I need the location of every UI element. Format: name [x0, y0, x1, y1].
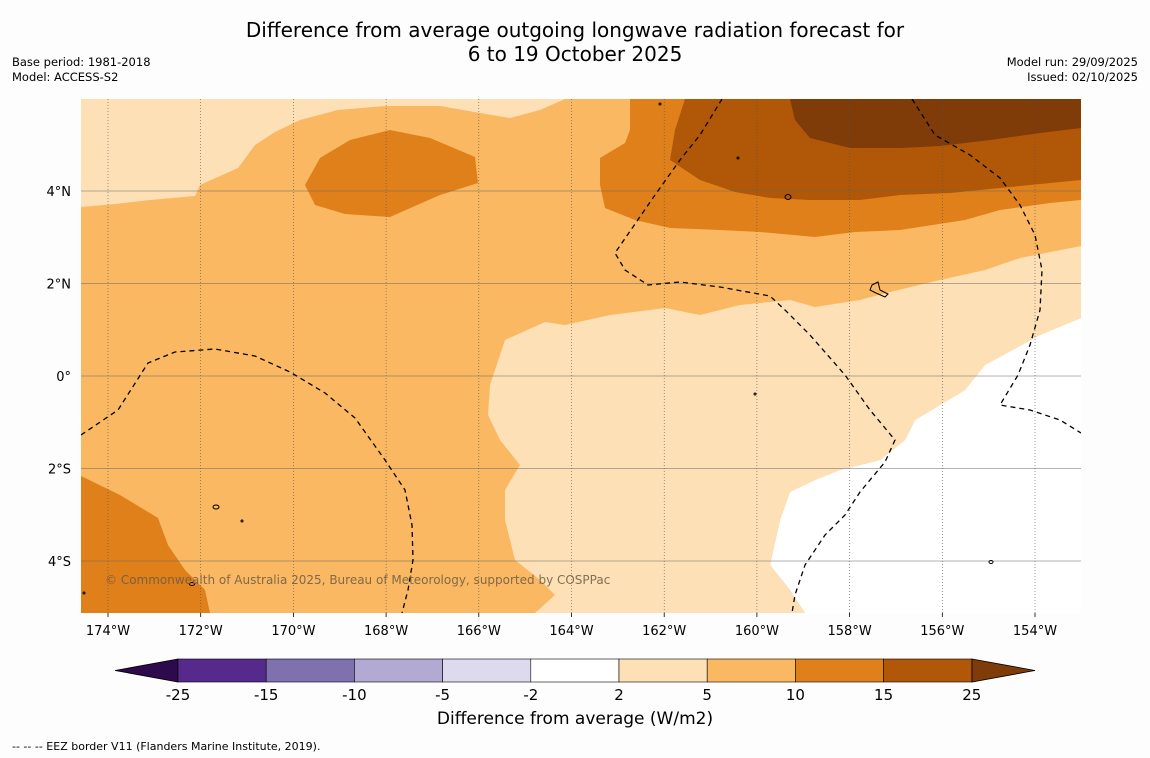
- colorbar-extend-high: [971, 658, 1036, 683]
- colorbar-tick-label: -10: [342, 686, 367, 704]
- latitude-labels: 4°N 2°N 0° 2°S 4°S: [47, 185, 72, 570]
- island-3: [240, 519, 244, 523]
- eez-footnote: -- -- -- EEZ border V11 (Flanders Marine…: [12, 740, 321, 753]
- fill-neutral: [770, 318, 1081, 613]
- eez-border-central: [614, 99, 896, 613]
- eez-borders: [81, 99, 1081, 613]
- title-line-1: Difference from average outgoing longwav…: [245, 18, 905, 42]
- fill-2-5-east: [488, 246, 1081, 613]
- fill-25-plus-ne: [790, 99, 1081, 148]
- eez-border-west: [81, 348, 414, 613]
- colorbar-label: Difference from average (W/m2): [436, 709, 714, 729]
- lat-tick-label: 0°: [56, 370, 71, 385]
- lat-tick-label: 4°S: [48, 555, 71, 570]
- colorbar-box: [265, 658, 355, 683]
- colorbar-tick-label: 25: [962, 686, 981, 704]
- colorbar: -25 -15 -10 -5 -2 2 5 10 15 25: [114, 658, 1036, 704]
- colorbar-box: [177, 658, 267, 683]
- island-2: [212, 504, 220, 510]
- colorbar-box: [442, 658, 532, 683]
- colorbar-tick-label: -15: [254, 686, 279, 704]
- colorbar-tick-label: -25: [166, 686, 191, 704]
- lon-tick-label: 158°W: [828, 624, 872, 639]
- lat-tick-label: 2°S: [48, 463, 71, 478]
- island-7: [988, 560, 994, 564]
- island-4: [736, 156, 740, 160]
- colorbar-box: [530, 658, 620, 683]
- copyright-text: © Commonwealth of Australia 2025, Bureau…: [105, 573, 610, 587]
- fill-10-15-sw: [81, 476, 210, 613]
- lon-tick-label: 156°W: [920, 624, 964, 639]
- colorbar-boxes: [177, 658, 973, 683]
- lon-tick-label: 160°W: [735, 624, 779, 639]
- colorbar-box: [618, 658, 708, 683]
- colorbar-tick-label: 5: [702, 686, 712, 704]
- meta-right: Model run: 29/09/2025 Issued: 02/10/2025: [1007, 55, 1138, 85]
- island-6: [753, 392, 757, 396]
- lon-tick-label: 170°W: [271, 624, 315, 639]
- colorbar-tick-label: -2: [523, 686, 538, 704]
- base-period: Base period: 1981-2018: [12, 55, 151, 69]
- colorbar-box: [883, 658, 973, 683]
- island-8: [189, 582, 195, 586]
- island-kiritimati: [869, 281, 889, 298]
- eez-border-east: [911, 99, 1081, 434]
- island-5: [658, 102, 662, 106]
- lat-tick-label: 4°N: [47, 185, 72, 200]
- model-name: Model: ACCESS-S2: [12, 70, 119, 84]
- colorbar-box: [706, 658, 796, 683]
- meta-left: Base period: 1981-2018 Model: ACCESS-S2: [12, 55, 151, 85]
- lon-tick-label: 164°W: [549, 624, 593, 639]
- colorbar-tick-label: 2: [614, 686, 624, 704]
- longitude-labels: 174°W 172°W 170°W 168°W 166°W 164°W 162°W 160°W…: [86, 613, 1057, 639]
- island-9: [82, 591, 86, 595]
- map-plot-area: © Commonwealth of Australia 2025, Bureau…: [81, 99, 1081, 613]
- colorbar-box: [354, 658, 443, 683]
- lon-tick-label: 174°W: [86, 624, 130, 639]
- colorbar-ticks: -25 -15 -10 -5 -2 2 5 10 15 25: [166, 686, 982, 704]
- fill-10-15-nw: [305, 130, 478, 217]
- islands: [82, 102, 994, 595]
- chart-title: Difference from average outgoing longwav…: [0, 18, 1150, 66]
- lon-tick-label: 154°W: [1013, 624, 1057, 639]
- colorbar-tick-label: 10: [786, 686, 805, 704]
- lat-tick-label: 2°N: [47, 278, 72, 293]
- model-run: Model run: 29/09/2025: [1006, 55, 1138, 69]
- colorbar-extend-low: [114, 658, 179, 683]
- lon-tick-label: 166°W: [457, 624, 501, 639]
- gridlines: [81, 99, 1081, 613]
- lon-tick-label: 168°W: [364, 624, 408, 639]
- fill-2-5-north: [81, 99, 565, 207]
- lon-tick-label: 162°W: [642, 624, 686, 639]
- issued-date: Issued: 02/10/2025: [1027, 70, 1138, 84]
- lon-tick-label: 172°W: [179, 624, 223, 639]
- colorbar-box: [795, 658, 884, 683]
- colorbar-tick-label: -5: [435, 686, 450, 704]
- title-line-2: 6 to 19 October 2025: [467, 42, 683, 66]
- colorbar-tick-label: 15: [874, 686, 893, 704]
- island-1: [784, 194, 792, 200]
